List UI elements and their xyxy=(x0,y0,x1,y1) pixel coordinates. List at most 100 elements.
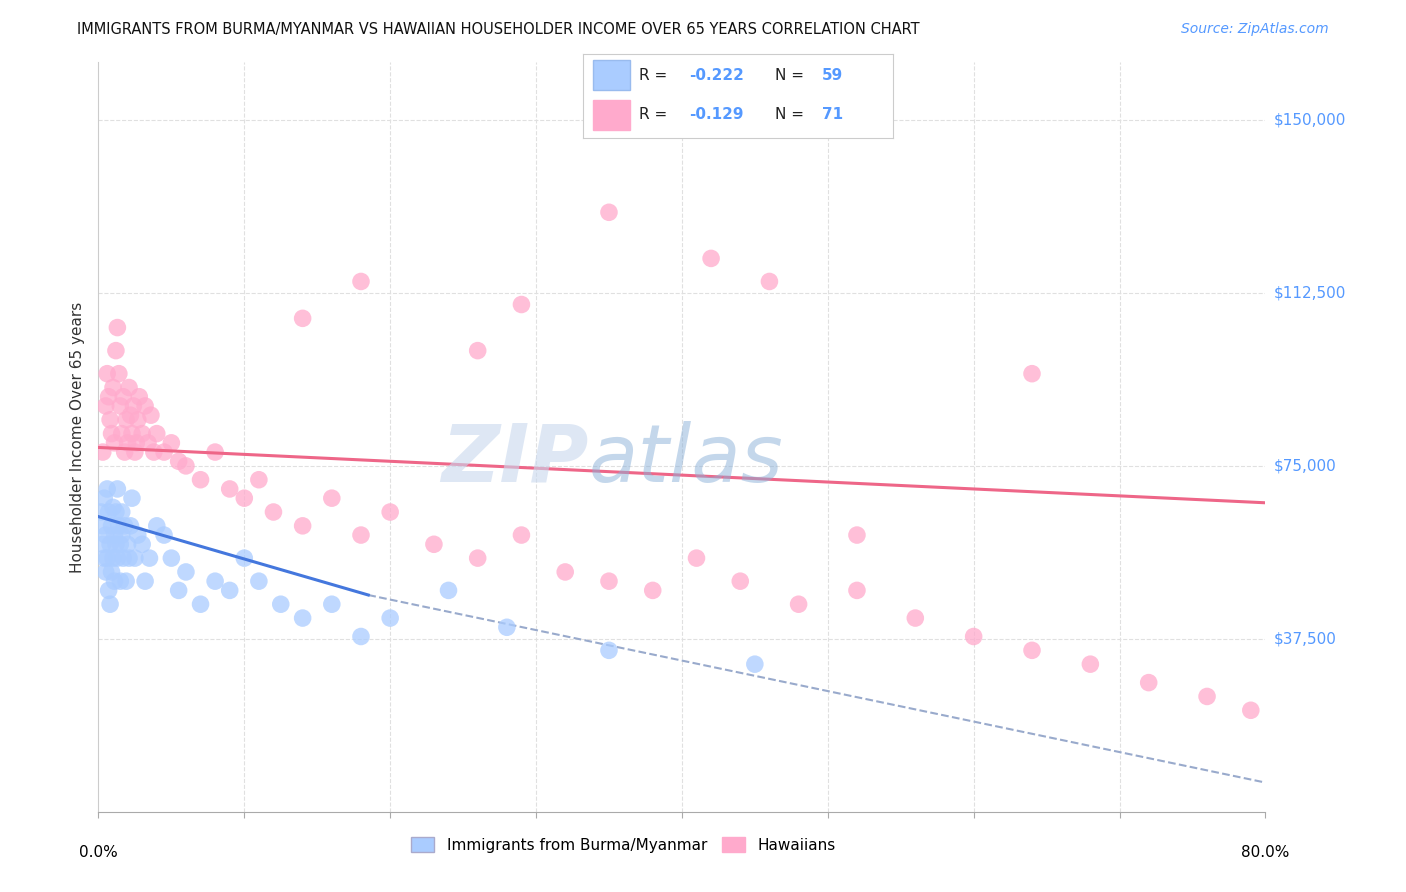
Point xyxy=(510,528,533,542)
Point xyxy=(104,537,127,551)
Point xyxy=(111,426,134,441)
Y-axis label: Householder Income Over 65 years: Householder Income Over 65 years xyxy=(70,301,86,573)
Point xyxy=(118,380,141,394)
Point xyxy=(101,380,124,394)
Point xyxy=(128,390,150,404)
Point xyxy=(117,435,139,450)
Text: $37,500: $37,500 xyxy=(1274,632,1337,647)
Point xyxy=(108,519,131,533)
Point xyxy=(174,565,197,579)
Point xyxy=(101,551,124,566)
Point xyxy=(134,574,156,589)
Point xyxy=(641,583,664,598)
Point xyxy=(204,445,226,459)
Text: -0.129: -0.129 xyxy=(689,107,744,122)
Point xyxy=(93,491,115,505)
Point xyxy=(1021,367,1043,381)
Point xyxy=(744,657,766,672)
FancyBboxPatch shape xyxy=(593,61,630,90)
Point xyxy=(114,445,136,459)
Point xyxy=(291,611,314,625)
Point xyxy=(104,505,127,519)
Text: 71: 71 xyxy=(821,107,842,122)
Point xyxy=(846,528,869,542)
Point xyxy=(91,445,114,459)
Point xyxy=(350,275,373,289)
Point xyxy=(127,528,149,542)
Point xyxy=(103,435,125,450)
Point xyxy=(467,551,489,566)
Point xyxy=(93,551,115,566)
Point xyxy=(423,537,446,551)
Point xyxy=(118,551,141,566)
Point xyxy=(96,482,118,496)
Point xyxy=(100,565,122,579)
Point xyxy=(142,445,165,459)
Point xyxy=(98,537,121,551)
Text: 59: 59 xyxy=(821,68,844,83)
Point xyxy=(121,491,143,505)
Point xyxy=(233,551,256,566)
Point xyxy=(1195,690,1218,704)
Point xyxy=(101,500,124,515)
Point xyxy=(122,399,145,413)
Text: 80.0%: 80.0% xyxy=(1241,846,1289,861)
Point xyxy=(270,597,292,611)
Point xyxy=(467,343,489,358)
Point xyxy=(160,435,183,450)
Point xyxy=(291,519,314,533)
Text: Source: ZipAtlas.com: Source: ZipAtlas.com xyxy=(1181,22,1329,37)
Point xyxy=(153,445,176,459)
Point xyxy=(96,367,118,381)
Point xyxy=(190,597,212,611)
Point xyxy=(218,583,240,598)
Point xyxy=(127,413,149,427)
Point xyxy=(787,597,810,611)
Point xyxy=(380,611,402,625)
Text: $150,000: $150,000 xyxy=(1274,112,1346,128)
Point xyxy=(103,574,125,589)
Point xyxy=(160,551,183,566)
Point xyxy=(598,205,620,219)
Point xyxy=(153,528,176,542)
Point xyxy=(510,297,533,311)
Point xyxy=(846,583,869,598)
Point xyxy=(115,413,138,427)
Point xyxy=(685,551,707,566)
Point xyxy=(496,620,519,634)
Point xyxy=(97,505,120,519)
Point xyxy=(90,505,112,519)
Text: atlas: atlas xyxy=(589,420,783,499)
Point xyxy=(115,574,138,589)
Point xyxy=(94,565,117,579)
Text: -0.222: -0.222 xyxy=(689,68,744,83)
Point xyxy=(139,408,162,422)
Point xyxy=(114,519,136,533)
Point xyxy=(758,275,780,289)
Point xyxy=(190,473,212,487)
Point xyxy=(111,528,134,542)
Point xyxy=(96,551,118,566)
Point xyxy=(233,491,256,505)
Point xyxy=(97,583,120,598)
Point xyxy=(111,505,134,519)
Point xyxy=(94,399,117,413)
Text: N =: N = xyxy=(775,107,808,122)
Point xyxy=(98,597,121,611)
Point xyxy=(103,528,125,542)
Point xyxy=(91,537,114,551)
Point xyxy=(204,574,226,589)
Point xyxy=(904,611,927,625)
Point xyxy=(1240,703,1263,717)
Point xyxy=(146,519,169,533)
Point xyxy=(105,551,128,566)
Point xyxy=(1137,675,1160,690)
Point xyxy=(124,551,146,566)
FancyBboxPatch shape xyxy=(593,100,630,130)
Point xyxy=(700,252,723,266)
Text: N =: N = xyxy=(775,68,808,83)
Point xyxy=(105,320,128,334)
Point xyxy=(136,435,159,450)
Point xyxy=(112,390,135,404)
Point xyxy=(962,630,984,644)
